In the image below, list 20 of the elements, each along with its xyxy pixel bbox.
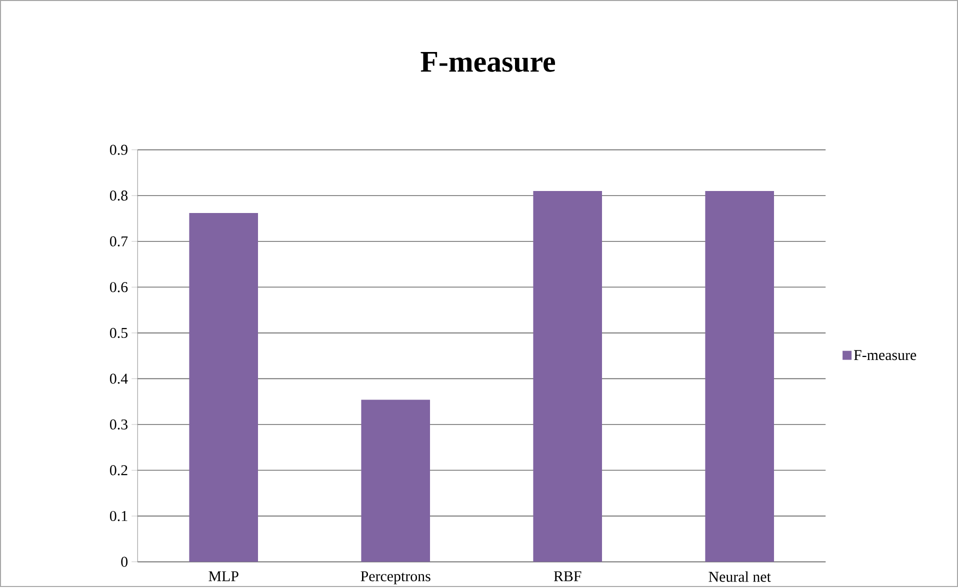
bar [533, 191, 602, 562]
bar [361, 400, 430, 562]
y-tick-label: 0.1 [110, 511, 128, 522]
y-tick-label: 0 [121, 556, 128, 568]
legend-label: F-measure [854, 350, 916, 360]
y-tick-label: 0.5 [110, 328, 128, 338]
y-tick-label: 0.2 [110, 465, 128, 476]
chart-title: F-measure [420, 52, 556, 72]
y-tick-label: 0.6 [110, 282, 128, 292]
y-tick-label: 0.4 [110, 374, 128, 384]
x-tick-label: Neural net [708, 572, 771, 582]
bar [189, 213, 258, 562]
x-tick-label: RBF [554, 572, 582, 582]
y-tick-label: 0.3 [110, 420, 128, 430]
y-tick-label: 0.7 [110, 236, 128, 247]
x-tick-label: MLP [208, 572, 238, 582]
bar [705, 191, 774, 562]
y-tick-label: 0.9 [110, 144, 128, 156]
x-tick-label: Perceptrons [360, 572, 430, 584]
y-tick-label: 0.8 [110, 190, 128, 201]
